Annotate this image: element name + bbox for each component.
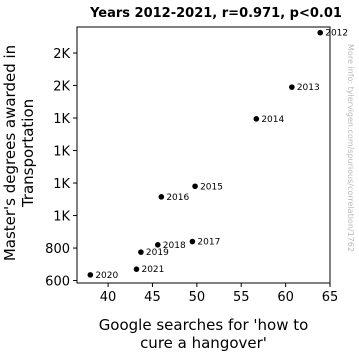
x-tick-label: 65 [322, 290, 339, 305]
data-point [192, 183, 198, 190]
chart-title: Years 2012-2021, r=0.971, p<0.01 [89, 6, 342, 21]
data-point [154, 242, 161, 248]
x-tick-label: 45 [144, 290, 161, 305]
data-point [138, 249, 144, 255]
x-axis-ticks: 40 45 50 55 60 65 [100, 283, 338, 305]
y-tick-label: 800 [45, 242, 70, 257]
x-axis-label-line: cure a hangover' [140, 334, 267, 352]
data-point [133, 266, 140, 272]
data-point [253, 116, 260, 122]
y-tick-label: 2K [53, 80, 70, 95]
point-year-label: 2015 [200, 182, 223, 192]
point-year-label: 2021 [141, 265, 164, 275]
x-tick-label: 60 [277, 290, 294, 305]
point-year-label: 2012 [325, 29, 348, 39]
point-year-label: 2019 [146, 248, 169, 258]
y-tick-label: 1K [53, 112, 70, 127]
plot-area-frame [76, 26, 331, 284]
y-axis-label-line: Transportation [19, 99, 37, 208]
point-year-label: 2017 [197, 238, 220, 248]
x-tick-label: 50 [189, 290, 206, 305]
x-axis-label-line: Google searches for 'how to [99, 316, 309, 334]
y-axis-label: Master's degrees awarded in Transportatio… [1, 45, 37, 261]
x-tick-label: 40 [100, 290, 117, 305]
y-tick-label: 1K [53, 177, 70, 192]
y-tick-label: 1K [53, 210, 70, 225]
point-year-label: 2016 [166, 193, 189, 203]
point-year-label: 2018 [163, 241, 186, 251]
x-tick-label: 55 [233, 290, 250, 305]
y-tick-label: 2K [53, 47, 70, 62]
point-year-label: 2014 [261, 115, 284, 125]
y-axis-ticks: 600 800 1K 1K 1K 1K 2K 2K [45, 47, 77, 290]
data-point [158, 194, 165, 200]
data-point [317, 29, 324, 36]
y-tick-label: 1K [53, 145, 70, 160]
y-tick-label: 600 [45, 275, 70, 290]
point-year-label: 2013 [297, 83, 320, 93]
point-year-label: 2020 [95, 271, 118, 281]
watermark-text: More info: tylervigen.com/spurious/corre… [346, 44, 355, 252]
data-point [289, 84, 295, 90]
data-point [87, 272, 94, 278]
data-point [189, 238, 196, 245]
y-axis-label-line: Master's degrees awarded in [1, 45, 19, 261]
